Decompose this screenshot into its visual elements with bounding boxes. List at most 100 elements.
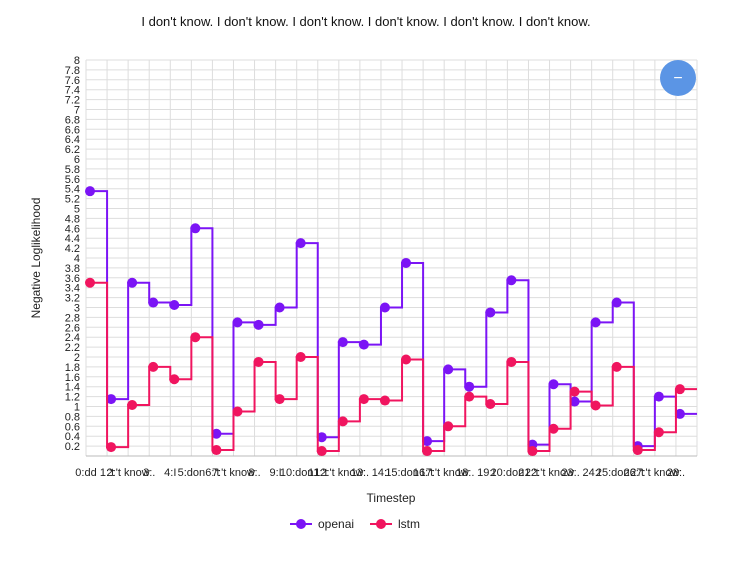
data-point-lstm xyxy=(253,356,264,367)
zoom-out-button[interactable]: − xyxy=(660,60,696,96)
x-tick-label: 23:. xyxy=(561,467,579,479)
legend: openai lstm xyxy=(290,517,420,531)
data-point-lstm xyxy=(653,427,664,438)
data-point-openai xyxy=(211,428,222,439)
x-tick-label: 10:don xyxy=(280,467,314,479)
legend-label-openai: openai xyxy=(318,517,354,531)
chart-title: I don't know. I don't know. I don't know… xyxy=(141,14,590,29)
data-point-openai xyxy=(274,302,285,313)
y-tick-label: 2.8 xyxy=(65,312,80,324)
data-point-openai xyxy=(485,307,496,318)
data-point-lstm xyxy=(274,394,285,405)
y-tick-label: 0.6 xyxy=(65,421,80,433)
data-point-lstm xyxy=(422,446,433,457)
data-point-openai xyxy=(379,302,390,313)
y-tick-label: 1 xyxy=(74,402,80,414)
data-point-lstm xyxy=(85,277,95,288)
y-tick-label: 7.4 xyxy=(65,85,80,97)
y-axis: 0.20.40.60.811.21.41.61.822.22.42.62.833… xyxy=(65,55,80,453)
data-point-openai xyxy=(85,186,95,197)
data-point-openai xyxy=(464,381,475,392)
y-tick-label: 4 xyxy=(74,253,80,265)
x-tick-label: 7:'t know xyxy=(212,467,255,479)
data-point-openai xyxy=(148,297,159,308)
y-tick-label: 5 xyxy=(74,204,80,216)
data-point-lstm xyxy=(337,416,348,427)
data-point-openai xyxy=(295,238,306,249)
legend-label-lstm: lstm xyxy=(398,517,420,531)
data-point-openai xyxy=(401,257,412,268)
y-tick-label: 6 xyxy=(74,154,80,166)
x-tick-label: 5:don xyxy=(178,467,206,479)
x-tick-label: 4:I xyxy=(164,467,176,479)
data-point-lstm xyxy=(569,386,580,397)
data-point-lstm xyxy=(232,406,243,417)
data-point-openai xyxy=(127,277,138,288)
data-point-openai xyxy=(337,337,348,348)
series-line-openai xyxy=(86,190,697,448)
data-point-openai xyxy=(316,432,327,443)
x-tick-label: 0:dd xyxy=(75,467,96,479)
data-point-lstm xyxy=(358,394,369,405)
data-point-openai xyxy=(358,339,369,350)
data-point-openai xyxy=(590,317,601,328)
data-point-openai xyxy=(506,275,517,286)
data-point-openai xyxy=(253,319,264,330)
data-point-lstm xyxy=(674,384,685,395)
grid xyxy=(85,59,698,457)
data-point-lstm xyxy=(127,400,138,411)
data-point-lstm xyxy=(443,421,454,432)
legend-marker-openai xyxy=(296,519,306,529)
data-point-openai xyxy=(548,379,559,390)
minus-icon: − xyxy=(673,70,682,87)
y-tick-label: 7 xyxy=(74,105,80,117)
x-tick-label: 28:. xyxy=(667,467,685,479)
series-layer xyxy=(85,186,697,457)
x-tick-label: 11:'t xyxy=(308,467,328,479)
y-tick-label: 3.8 xyxy=(65,263,80,275)
data-point-openai xyxy=(674,408,685,419)
y-tick-label: 2.4 xyxy=(65,332,80,344)
y-tick-label: 1.4 xyxy=(65,382,80,394)
y-tick-label: 4.4 xyxy=(65,233,80,245)
x-tick-label: 20:don xyxy=(491,467,525,479)
y-tick-label: 6.6 xyxy=(65,124,80,136)
y-tick-label: 1.2 xyxy=(65,392,80,404)
y-tick-label: 6.2 xyxy=(65,144,80,156)
data-point-openai xyxy=(569,396,580,407)
x-tick-label: 26:'t xyxy=(624,467,644,479)
x-tick-label: 22:'t know xyxy=(525,467,574,479)
y-tick-label: 1.8 xyxy=(65,362,80,374)
data-point-lstm xyxy=(506,356,517,367)
x-tick-label: 21:'t xyxy=(518,467,538,479)
series-line-lstm xyxy=(86,281,697,453)
data-point-lstm xyxy=(527,446,538,457)
data-point-openai xyxy=(106,394,117,405)
y-axis-title: Negative Loglikelihood xyxy=(29,198,43,319)
x-axis-title: Timestep xyxy=(367,491,416,505)
y-tick-label: 8 xyxy=(74,55,80,67)
data-point-lstm xyxy=(148,361,159,372)
y-tick-label: 5.6 xyxy=(65,174,80,186)
x-tick-label: 18:. xyxy=(456,467,474,479)
data-point-lstm xyxy=(316,446,327,457)
data-point-lstm xyxy=(106,442,117,453)
y-tick-label: 2 xyxy=(74,352,80,364)
y-tick-label: 5.2 xyxy=(65,194,80,206)
x-tick-label: 2:'t know xyxy=(107,467,150,479)
data-point-lstm xyxy=(632,445,643,456)
y-tick-label: 1.6 xyxy=(65,372,80,384)
y-tick-label: 2.6 xyxy=(65,322,80,334)
y-tick-label: 6.4 xyxy=(65,134,80,146)
data-point-lstm xyxy=(611,361,622,372)
y-tick-label: 5.4 xyxy=(65,184,80,196)
data-point-lstm xyxy=(548,423,559,434)
data-point-openai xyxy=(169,300,180,311)
x-tick-label: 17:'t know xyxy=(420,467,469,479)
x-tick-label: 16:'t xyxy=(413,467,433,479)
data-point-lstm xyxy=(190,332,201,343)
y-tick-label: 7.8 xyxy=(65,65,80,77)
data-point-lstm xyxy=(401,354,412,365)
data-point-lstm xyxy=(464,391,475,402)
y-tick-label: 3 xyxy=(74,303,80,315)
